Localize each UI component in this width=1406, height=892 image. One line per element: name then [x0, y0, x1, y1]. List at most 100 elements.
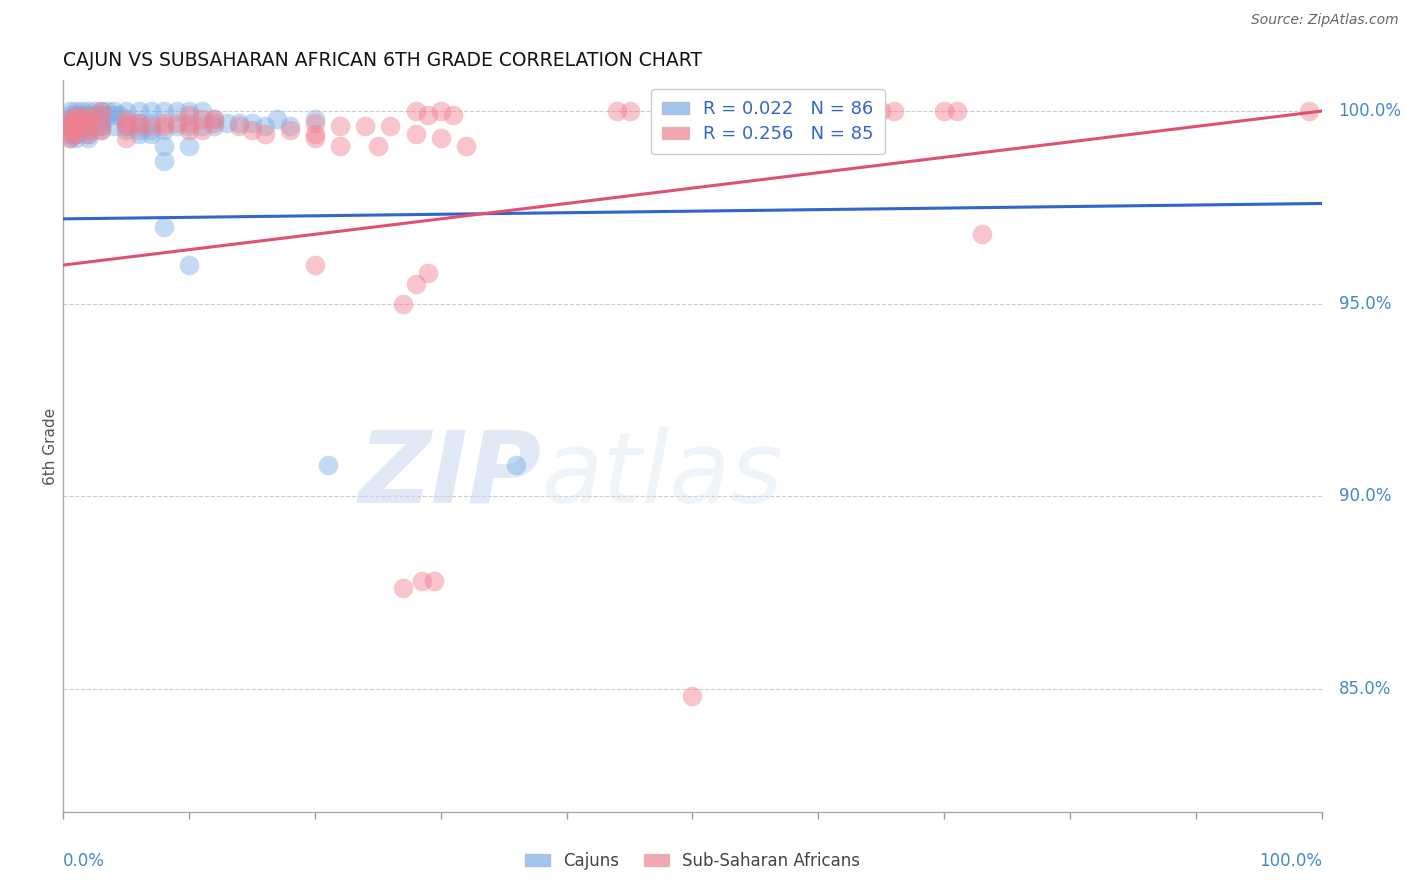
Point: [141, 127, 163, 141]
Point: [90, 112, 112, 126]
Point: [253, 120, 276, 134]
Point: [304, 115, 326, 129]
Point: [945, 104, 967, 119]
Point: [128, 104, 150, 119]
Point: [970, 227, 993, 242]
Point: [304, 127, 326, 141]
Point: [77, 127, 100, 141]
Point: [190, 112, 212, 126]
Text: 0.0%: 0.0%: [63, 852, 105, 870]
Point: [316, 458, 339, 473]
Text: atlas: atlas: [541, 426, 783, 524]
Point: [70, 115, 93, 129]
Point: [153, 120, 176, 134]
Point: [166, 104, 188, 119]
Point: [58, 127, 80, 141]
Point: [304, 131, 326, 145]
Text: 90.0%: 90.0%: [1339, 487, 1391, 505]
Point: [77, 104, 100, 119]
Point: [278, 123, 301, 137]
Point: [58, 112, 80, 126]
Point: [103, 108, 125, 122]
Point: [65, 108, 87, 122]
Point: [58, 120, 80, 134]
Point: [153, 154, 176, 169]
Point: [190, 123, 212, 137]
Point: [606, 104, 628, 119]
Point: [70, 112, 93, 126]
Point: [190, 104, 212, 119]
Point: [418, 266, 440, 280]
Point: [190, 120, 212, 134]
Point: [90, 123, 112, 137]
Point: [128, 123, 150, 137]
Point: [65, 127, 87, 141]
Point: [90, 104, 112, 119]
Text: 95.0%: 95.0%: [1339, 294, 1391, 312]
Point: [807, 115, 830, 129]
Point: [392, 582, 415, 596]
Point: [505, 458, 527, 473]
Point: [141, 115, 163, 129]
Point: [115, 112, 138, 126]
Point: [77, 120, 100, 134]
Point: [430, 131, 453, 145]
Point: [77, 131, 100, 145]
Point: [65, 120, 87, 134]
Text: ZIP: ZIP: [359, 426, 541, 524]
Point: [153, 138, 176, 153]
Point: [619, 104, 641, 119]
Point: [405, 277, 427, 292]
Point: [77, 112, 100, 126]
Point: [215, 115, 238, 129]
Point: [411, 574, 433, 588]
Point: [128, 115, 150, 129]
Point: [58, 115, 80, 129]
Point: [1298, 104, 1320, 119]
Point: [65, 115, 87, 129]
Point: [90, 108, 112, 122]
Point: [405, 127, 427, 141]
Point: [128, 115, 150, 129]
Point: [883, 104, 905, 119]
Point: [153, 219, 176, 234]
Point: [266, 112, 288, 126]
Point: [70, 112, 93, 126]
Point: [153, 104, 176, 119]
Point: [77, 115, 100, 129]
Text: CAJUN VS SUBSAHARAN AFRICAN 6TH GRADE CORRELATION CHART: CAJUN VS SUBSAHARAN AFRICAN 6TH GRADE CO…: [63, 52, 703, 70]
Point: [65, 120, 87, 134]
Point: [58, 131, 80, 145]
Point: [141, 120, 163, 134]
Point: [179, 108, 201, 122]
Point: [304, 112, 326, 126]
Point: [70, 108, 93, 122]
Point: [77, 127, 100, 141]
Point: [202, 112, 225, 126]
Point: [58, 123, 80, 137]
Point: [96, 104, 118, 119]
Point: [153, 123, 176, 137]
Point: [65, 112, 87, 126]
Point: [405, 104, 427, 119]
Text: 100.0%: 100.0%: [1258, 852, 1322, 870]
Point: [141, 104, 163, 119]
Point: [65, 131, 87, 145]
Point: [253, 127, 276, 141]
Point: [179, 104, 201, 119]
Point: [430, 104, 453, 119]
Point: [90, 104, 112, 119]
Point: [58, 108, 80, 122]
Point: [77, 123, 100, 137]
Point: [90, 123, 112, 137]
Point: [70, 104, 93, 119]
Point: [115, 131, 138, 145]
Point: [108, 108, 131, 122]
Point: [58, 104, 80, 119]
Point: [128, 120, 150, 134]
Point: [65, 104, 87, 119]
Point: [77, 112, 100, 126]
Point: [65, 123, 87, 137]
Point: [90, 120, 112, 134]
Point: [179, 258, 201, 272]
